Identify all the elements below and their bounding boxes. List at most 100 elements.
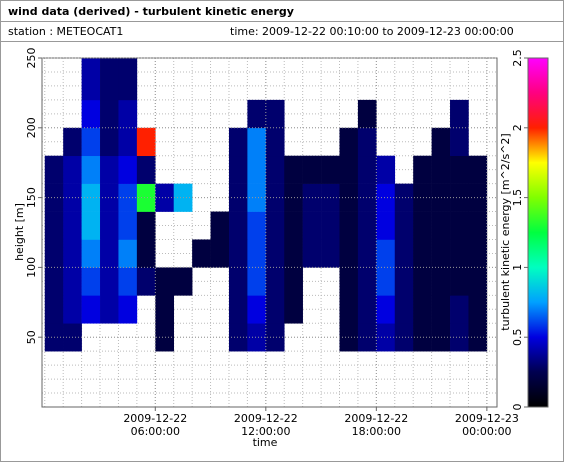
- time-range: time: 2009-12-22 00:10:00 to 2009-12-23 …: [230, 25, 514, 38]
- heatmap-cell: [284, 155, 303, 184]
- heatmap-cell: [376, 183, 396, 212]
- heatmap-cell: [357, 127, 377, 157]
- heatmap-cell: [247, 127, 267, 157]
- heatmap-cell: [450, 239, 469, 268]
- heatmap-cell: [100, 239, 119, 268]
- heatmap-cell: [431, 127, 451, 157]
- heatmap-cell: [357, 211, 377, 240]
- heatmap-cell: [228, 183, 248, 212]
- heatmap-cell: [247, 211, 267, 240]
- heatmap-cell: [265, 127, 285, 157]
- heatmap-cell: [431, 183, 451, 212]
- heatmap-cell: [265, 323, 285, 352]
- heatmap-cell: [118, 239, 138, 268]
- x-tick-label: 2009-12-22 06:00:00: [123, 412, 188, 438]
- heatmap-cell: [339, 155, 359, 184]
- heatmap-cell: [192, 239, 211, 268]
- heatmap-cell: [339, 211, 359, 240]
- heatmap-cell: [155, 295, 175, 324]
- heatmap-cell: [339, 267, 359, 296]
- heatmap-cell: [431, 267, 451, 296]
- heatmap-cell: [247, 323, 267, 352]
- colorbar-label: turbulent kinetic energy [m^2/s^2]: [499, 133, 512, 330]
- heatmap-cell: [100, 267, 119, 296]
- heatmap-cell: [394, 295, 414, 324]
- heatmap-cell: [118, 267, 138, 296]
- heatmap-cell: [431, 211, 451, 240]
- x-tick-label: 2009-12-22 18:00:00: [344, 412, 409, 438]
- heatmap-cell: [413, 155, 432, 184]
- colorbar-tick-label: 1: [511, 264, 524, 271]
- heatmap-cell: [394, 267, 414, 296]
- heatmap-cell: [81, 295, 101, 324]
- heatmap-cell: [100, 183, 119, 212]
- heatmap-cell: [118, 295, 138, 324]
- heatmap-cell: [228, 267, 248, 296]
- heatmap-cell: [321, 239, 340, 268]
- heatmap-cell: [376, 323, 396, 352]
- heatmap-cell: [357, 99, 377, 129]
- heatmap-cell: [265, 155, 285, 184]
- heatmap-cell: [450, 99, 469, 129]
- heatmap-cell: [468, 155, 488, 184]
- y-tick-label: 100: [25, 257, 38, 278]
- heatmap-cell: [413, 239, 432, 268]
- heatmap-cell: [118, 99, 138, 129]
- heatmap-cell: [284, 183, 303, 212]
- heatmap-cell: [136, 155, 156, 184]
- heatmap-cell: [357, 155, 377, 184]
- heatmap-cell: [63, 239, 82, 268]
- heatmap-cell: [468, 239, 488, 268]
- heatmap-cell: [118, 127, 138, 157]
- heatmap-cell: [118, 71, 138, 101]
- heatmap-cell: [81, 155, 101, 184]
- heatmap-cell: [228, 211, 248, 240]
- heatmap-cell: [136, 239, 156, 268]
- heatmap-cell: [413, 183, 432, 212]
- heatmap-cell: [247, 295, 267, 324]
- heatmap-cell: [394, 183, 414, 212]
- station: station : METEOCAT1: [8, 25, 123, 38]
- heatmap-cell: [413, 267, 432, 296]
- heatmap-cell: [357, 295, 377, 324]
- heatmap-cell: [339, 239, 359, 268]
- heatmap-cell: [155, 323, 175, 352]
- heatmap-cell: [265, 99, 285, 129]
- heatmap-cell: [100, 155, 119, 184]
- heatmap-cell: [265, 239, 285, 268]
- plot-frame: [41, 57, 498, 408]
- heatmap-cell: [376, 239, 396, 268]
- colorbar: [527, 57, 549, 408]
- heatmap-cell: [247, 183, 267, 212]
- heatmap-cell: [265, 267, 285, 296]
- heatmap-cell: [413, 323, 432, 352]
- heatmap-cell: [247, 155, 267, 184]
- heatmap-cell: [468, 267, 488, 296]
- heatmap-cell: [44, 239, 64, 268]
- heatmap-cell: [321, 211, 340, 240]
- x-axis-label: time: [253, 436, 278, 449]
- heatmap-cell: [302, 239, 322, 268]
- heatmap-cell: [100, 58, 119, 73]
- heatmap-cell: [118, 211, 138, 240]
- heatmap-cell: [376, 267, 396, 296]
- heatmap-cell: [228, 127, 248, 157]
- heatmap-cell: [44, 211, 64, 240]
- heatmap-cell: [357, 323, 377, 352]
- heatmap-cell: [431, 295, 451, 324]
- heatmap-cell: [81, 58, 101, 73]
- heatmap-cell: [155, 267, 175, 296]
- heatmap-cell: [450, 127, 469, 157]
- heatmap-cell: [357, 239, 377, 268]
- heatmap-cell: [210, 211, 230, 240]
- heatmap-cell: [450, 295, 469, 324]
- heatmap-cell: [63, 155, 82, 184]
- heatmap-cell: [44, 155, 64, 184]
- heatmap-cell: [413, 211, 432, 240]
- heatmap-cell: [81, 99, 101, 129]
- heatmap-cell: [44, 295, 64, 324]
- colorbar-tick-label: 2.5: [511, 49, 524, 67]
- heatmap-cell: [450, 211, 469, 240]
- x-tick-label: 2009-12-22 12:00:00: [233, 412, 298, 438]
